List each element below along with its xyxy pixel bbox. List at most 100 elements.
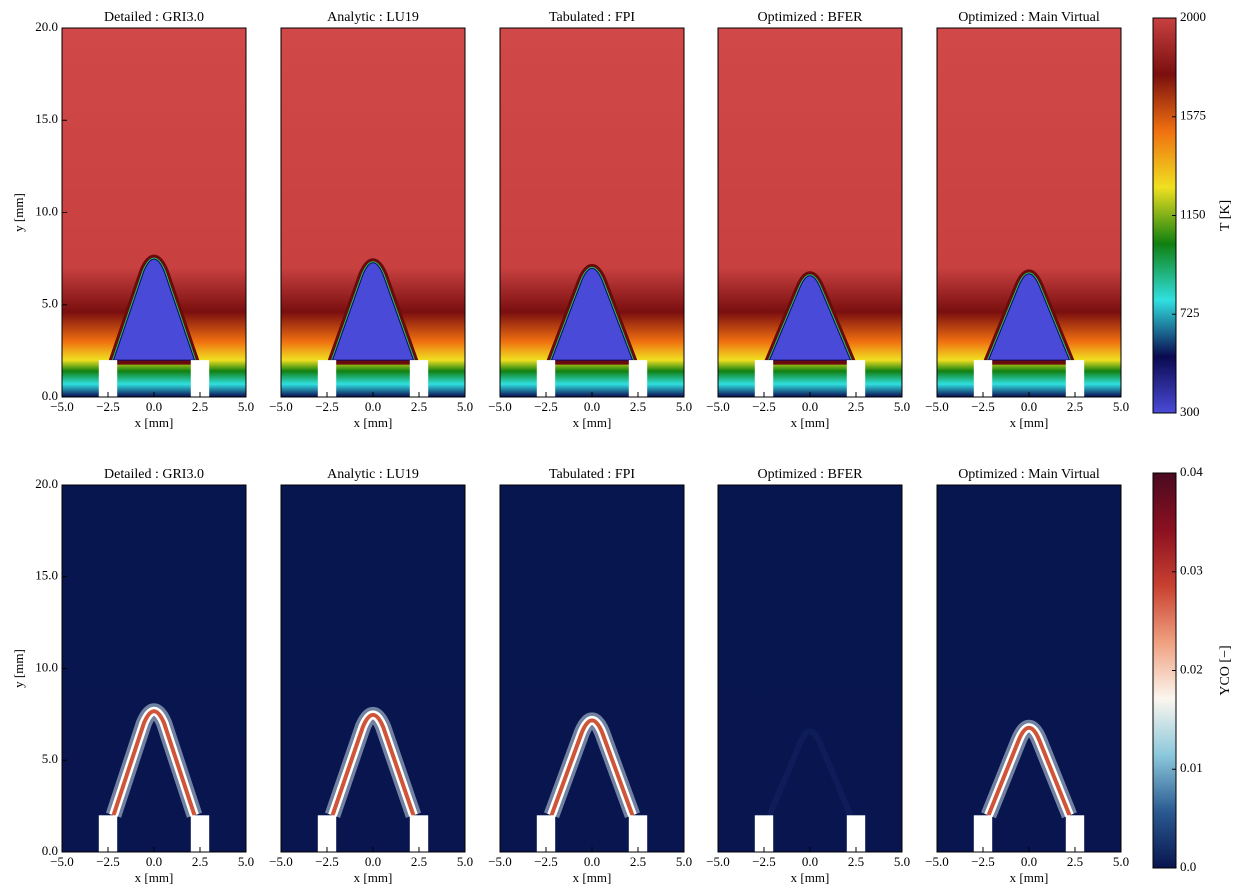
y-tick-label: 5.0	[42, 751, 58, 766]
x-tick-label: 5.0	[1113, 399, 1129, 414]
x-tick-label: 5.0	[894, 399, 910, 414]
x-tick-label: −5.0	[269, 399, 293, 414]
x-tick-label: 2.5	[630, 854, 646, 869]
flame-front-core	[550, 267, 634, 361]
co-layer	[986, 725, 1072, 817]
burner-wall	[536, 815, 556, 852]
x-tick-label: −2.5	[315, 854, 339, 869]
x-tick-label: −2.5	[96, 399, 120, 414]
x-tick-label: −2.5	[534, 854, 558, 869]
field	[62, 485, 246, 852]
x-tick-label: 5.0	[1113, 854, 1129, 869]
x-tick-label: 5.0	[457, 399, 473, 414]
field	[718, 485, 902, 852]
x-tick-label: −2.5	[971, 399, 995, 414]
burner-wall	[317, 360, 337, 397]
panel-title: Optimized : Main Virtual	[958, 467, 1100, 482]
panel-title: Optimized : Main Virtual	[958, 10, 1100, 25]
panel-title: Detailed : GRI3.0	[104, 467, 204, 482]
burner-wall	[190, 360, 210, 397]
x-tick-label: 2.5	[192, 854, 208, 869]
panel-title: Analytic : LU19	[327, 10, 419, 25]
x-tick-label: 5.0	[894, 854, 910, 869]
y-tick-label: 5.0	[42, 296, 58, 311]
panel-title: Tabulated : FPI	[549, 467, 635, 482]
x-tick-label: 0.0	[365, 854, 381, 869]
x-tick-label: −2.5	[971, 854, 995, 869]
y-axis-label: y [mm]	[11, 649, 26, 688]
x-tick-label: 2.5	[411, 399, 427, 414]
x-tick-label: 2.5	[630, 399, 646, 414]
x-axis-label: x [mm]	[354, 870, 393, 885]
burner-wall	[409, 360, 429, 397]
x-tick-label: 0.0	[802, 399, 818, 414]
x-tick-label: −2.5	[315, 399, 339, 414]
colorbar-tick-label: 725	[1180, 305, 1200, 320]
panel-title: Detailed : GRI3.0	[104, 10, 204, 25]
x-tick-label: 0.0	[584, 399, 600, 414]
x-tick-label: −5.0	[925, 399, 949, 414]
x-tick-label: 5.0	[238, 854, 254, 869]
co-layer	[766, 728, 854, 817]
x-tick-label: 0.0	[365, 399, 381, 414]
flame-front-core	[112, 258, 196, 361]
x-tick-label: −5.0	[706, 854, 730, 869]
panel-title: Analytic : LU19	[327, 467, 419, 482]
co-layer	[549, 718, 635, 816]
x-tick-label: 5.0	[457, 854, 473, 869]
co-layer	[111, 709, 197, 816]
x-tick-label: −5.0	[269, 854, 293, 869]
x-tick-label: 5.0	[676, 854, 692, 869]
x-tick-label: −2.5	[752, 854, 776, 869]
flame-front-core	[768, 275, 852, 361]
x-tick-label: −2.5	[96, 854, 120, 869]
y-tick-label: 20.0	[35, 476, 58, 491]
x-tick-label: −5.0	[50, 854, 74, 869]
x-tick-label: −5.0	[488, 854, 512, 869]
y-tick-label: 0.0	[42, 843, 58, 858]
burner-wall	[98, 360, 118, 397]
burner-wall	[846, 815, 866, 852]
burner-wall	[536, 360, 556, 397]
field	[281, 485, 465, 852]
burner-wall	[409, 815, 429, 852]
colorbar-tick-label: 0.0	[1180, 859, 1196, 874]
colorbar-label: T [K]	[1218, 200, 1233, 231]
x-axis-label: x [mm]	[1010, 415, 1049, 430]
x-tick-label: 5.0	[238, 399, 254, 414]
field	[937, 485, 1121, 852]
colorbar-tick-label: 0.04	[1180, 464, 1203, 479]
y-tick-label: 15.0	[35, 568, 58, 583]
x-tick-label: 0.0	[1021, 399, 1037, 414]
x-tick-label: −5.0	[706, 399, 730, 414]
burner-wall	[846, 360, 866, 397]
flame-front-core	[987, 273, 1071, 361]
panel-title: Optimized : BFER	[758, 467, 864, 482]
x-tick-label: −5.0	[488, 399, 512, 414]
x-tick-label: −2.5	[752, 399, 776, 414]
colorbar-tick-label: 1150	[1180, 206, 1206, 221]
x-tick-label: 2.5	[848, 854, 864, 869]
burner-wall	[973, 360, 993, 397]
y-tick-label: 0.0	[42, 388, 58, 403]
x-axis-label: x [mm]	[573, 870, 612, 885]
x-axis-label: x [mm]	[1010, 870, 1049, 885]
colorbar-tick-label: 0.01	[1180, 760, 1203, 775]
burner-wall	[190, 815, 210, 852]
x-tick-label: −5.0	[925, 854, 949, 869]
colorbar-tick-label: 2000	[1180, 9, 1206, 24]
x-tick-label: −5.0	[50, 399, 74, 414]
y-tick-label: 20.0	[35, 19, 58, 34]
panel-title: Optimized : BFER	[758, 10, 864, 25]
x-axis-label: x [mm]	[135, 870, 174, 885]
flame-front-core	[331, 262, 415, 361]
x-tick-label: 0.0	[584, 854, 600, 869]
panel-title: Tabulated : FPI	[549, 10, 635, 25]
colorbar-label: YCO [−]	[1218, 645, 1233, 695]
x-tick-label: 5.0	[676, 399, 692, 414]
x-axis-label: x [mm]	[791, 870, 830, 885]
y-tick-label: 10.0	[35, 203, 58, 218]
colorbar-tick-label: 0.03	[1180, 563, 1203, 578]
x-tick-label: 0.0	[802, 854, 818, 869]
x-tick-label: 0.0	[1021, 854, 1037, 869]
